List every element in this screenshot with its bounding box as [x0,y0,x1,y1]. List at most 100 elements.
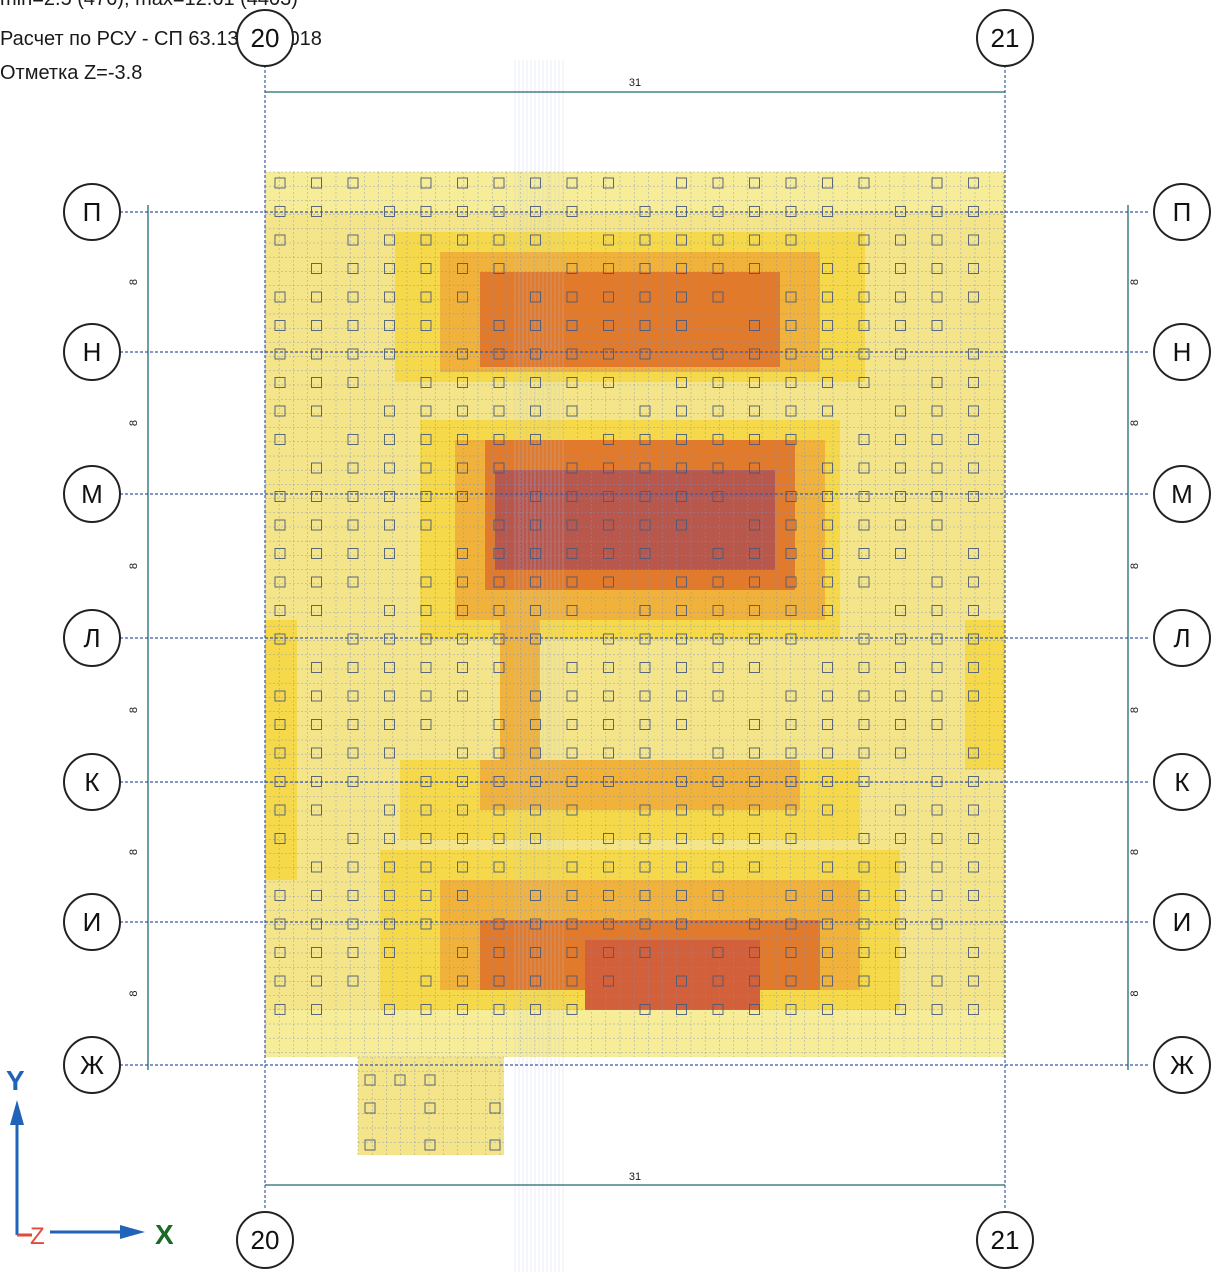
column-marker [676,975,687,987]
column-marker [311,662,322,673]
column-marker [749,804,760,816]
column-marker [566,348,578,360]
column-marker [347,263,359,274]
column-marker [347,633,359,645]
contour-zone [480,272,780,367]
column-marker [676,1004,687,1015]
column-marker [822,462,833,474]
column-marker [311,975,322,987]
column-marker [712,548,724,559]
column-marker [712,890,724,901]
column-marker [968,1004,979,1015]
column-marker [274,405,286,417]
column-marker [347,747,359,759]
column-marker [457,291,468,303]
column-marker [493,576,505,588]
column-marker [895,947,906,958]
column-marker [712,348,724,360]
axis-left-М-bubble [63,465,121,523]
column-marker [493,405,505,417]
axis-top-21-label: 21 [991,23,1020,53]
column-marker [712,690,724,702]
column-marker [493,633,505,645]
column-marker [785,291,797,303]
column-marker [603,234,614,246]
column-marker [749,633,760,645]
column-marker [347,890,359,901]
column-marker [347,975,359,987]
column-marker [493,918,505,930]
column-marker [530,1004,541,1015]
column-marker [639,662,651,673]
column-marker [858,519,870,531]
column-marker [676,434,687,445]
column-marker [895,491,906,502]
column-marker [274,605,286,616]
column-marker [347,662,359,673]
axis-left-П-bubble [63,183,121,241]
column-marker [274,918,286,930]
column-marker [749,548,760,559]
dim-label-left-span: 8 [128,563,140,569]
column-marker [311,377,322,388]
column-marker [676,291,687,303]
column-marker [274,804,286,816]
column-marker [858,833,870,844]
column-marker [895,719,906,730]
column-marker [420,662,432,673]
column-marker [639,491,651,502]
column-marker [530,605,541,616]
axis-bottom-21-bubble [976,1211,1034,1269]
column-marker [274,291,286,303]
column-marker [895,462,906,474]
column-marker [676,918,687,930]
column-marker [530,491,541,502]
column-marker [274,177,286,189]
slab-protrusion [358,1057,504,1155]
column-marker [457,348,468,360]
column-marker [968,291,979,303]
column-marker [968,605,979,616]
column-marker [858,576,870,588]
column-marker [530,975,541,987]
column-marker [822,947,833,958]
column-marker [311,890,322,901]
column-marker [639,690,651,702]
axis-left-Л-label: Л [83,623,100,653]
column-marker [274,377,286,388]
column-marker [968,491,979,502]
column-marker [968,633,979,645]
column-marker [712,234,724,246]
column-marker [639,348,651,360]
column-marker [457,548,468,559]
column-marker [384,633,395,645]
column-marker [822,861,833,873]
column-marker [895,804,906,816]
column-marker [749,947,760,958]
column-marker [420,804,432,816]
column-marker [858,177,870,189]
column-marker [384,662,395,673]
column-marker [785,519,797,531]
column-marker [566,519,578,531]
column-marker [566,291,578,303]
column-marker [347,291,359,303]
column-marker [420,434,432,445]
column-marker [493,519,505,531]
column-marker [785,690,797,702]
column-marker [347,377,359,388]
column-marker [311,491,322,502]
axis-left-М-label: М [81,479,103,509]
column-marker [858,662,870,673]
dim-label-left-span: 8 [128,849,140,855]
column-marker [676,462,687,474]
column-marker [785,491,797,502]
column-marker [785,719,797,730]
column-marker [274,833,286,844]
axis-right-И-label: И [1173,907,1192,937]
column-marker [274,975,286,987]
column-marker [457,833,468,844]
axis-right-М-label: М [1171,479,1193,509]
column-marker [931,690,943,702]
column-marker [785,918,797,930]
